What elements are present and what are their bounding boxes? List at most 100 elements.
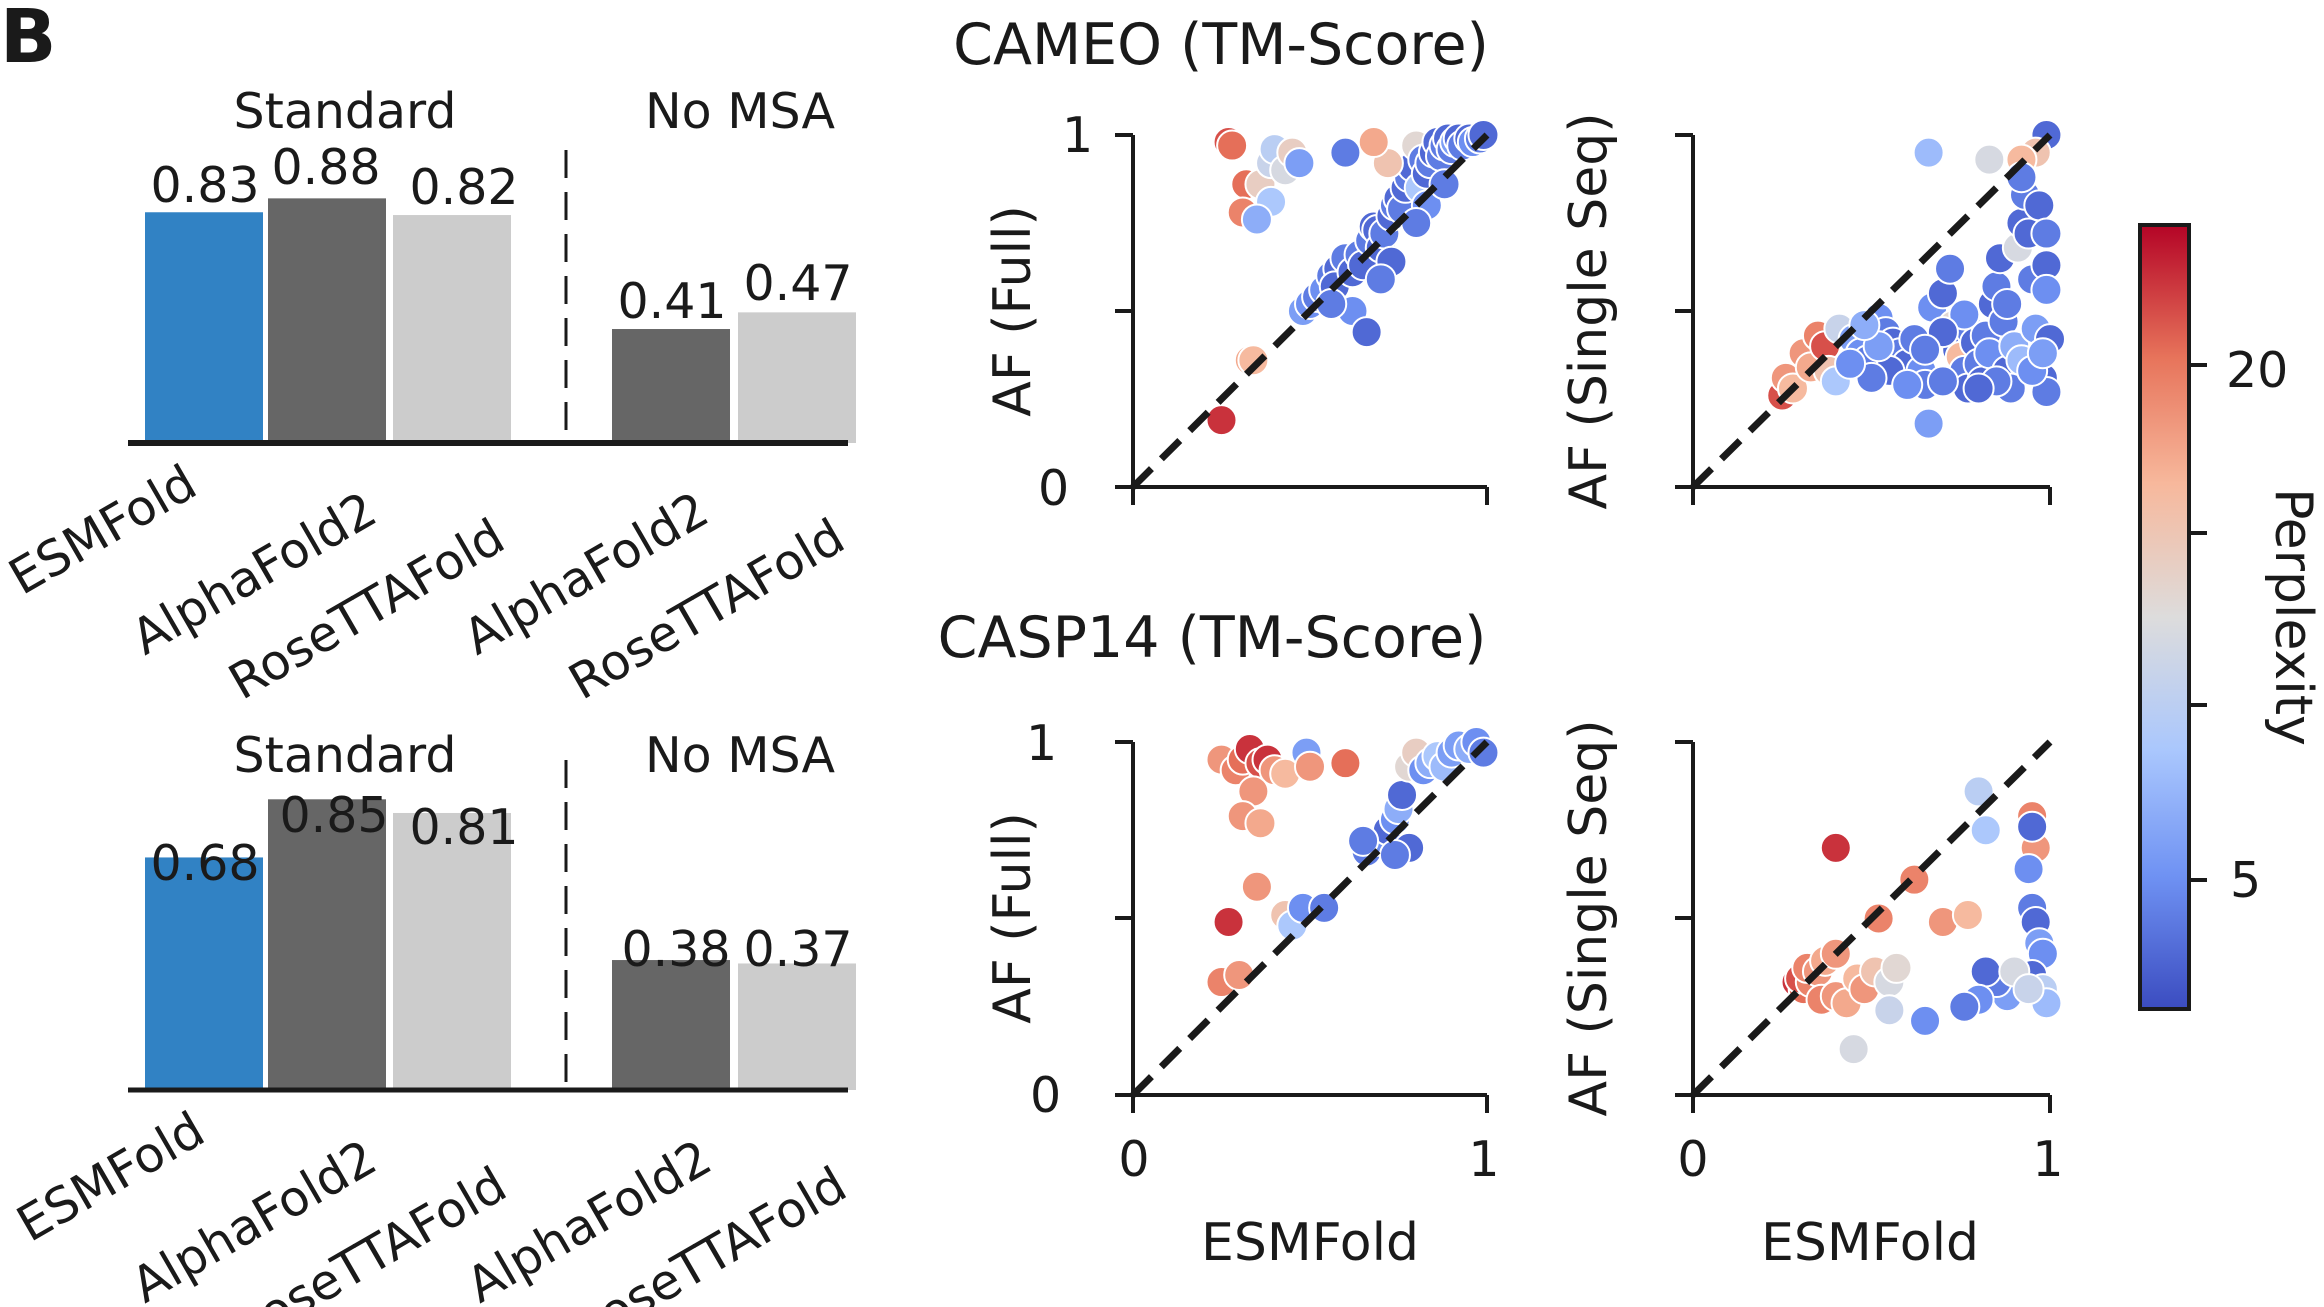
value-label: 0.85 [279, 787, 388, 844]
scatter-point [1880, 951, 1913, 984]
colorbar-tick-label: 20 [2226, 342, 2288, 399]
x-axis-label: ESMFold [1201, 1213, 1419, 1273]
value-label: 0.47 [743, 255, 852, 312]
bar-rosettafold [738, 963, 856, 1090]
scatter-point [1294, 750, 1326, 783]
bar-esmfold [145, 857, 263, 1090]
panel-letter: B [0, 0, 56, 80]
scatter-point [1467, 736, 1500, 769]
value-label: 0.41 [617, 273, 726, 330]
scatter-point [1350, 316, 1383, 349]
scatter-point [1378, 838, 1411, 871]
value-label: 0.83 [150, 157, 259, 214]
bar-alphafold2 [612, 960, 730, 1090]
bar-alphafold2 [612, 329, 730, 443]
scatter-cameo-single: AF (Single Seq) [1559, 113, 2066, 510]
scatter-point [1329, 136, 1362, 169]
scatter-point [2016, 810, 2049, 843]
diagonal-line [1130, 739, 1490, 1098]
bar-rosettafold [393, 215, 511, 443]
scatter-point [1962, 372, 1995, 405]
scatter-point [1364, 263, 1397, 296]
group-label-no-msa: No MSA [645, 727, 835, 784]
scatter-point [2012, 973, 2045, 1006]
scatter-point [2030, 273, 2063, 306]
scatter-point [1428, 168, 1461, 201]
scatter-point [1973, 143, 2006, 176]
scatter-point [1951, 898, 1984, 931]
value-label: 0.68 [150, 835, 259, 892]
scatter-point [1991, 287, 2024, 320]
bar-alphafold2 [268, 799, 386, 1090]
scatter-point [1329, 747, 1362, 780]
scatter-point [1205, 404, 1238, 437]
x-tick-label: 0 [1118, 1131, 1149, 1188]
scatter-point [1948, 990, 1981, 1023]
bar-alphafold2 [268, 198, 386, 443]
diagonal-line [1690, 132, 2053, 490]
scatter-point [1357, 126, 1390, 159]
scatter-point [1909, 333, 1942, 366]
scatter-point [1240, 203, 1273, 236]
value-label: 0.38 [621, 921, 730, 978]
y-axis-label: AF (Full) [983, 205, 1043, 417]
diagonal-line [1690, 739, 2053, 1098]
scatter-point [1283, 147, 1316, 180]
scatter-point [1862, 902, 1895, 935]
title-cameo: CAMEO (TM-Score) [953, 12, 1489, 78]
x-tick-label: 1 [2032, 1131, 2063, 1188]
title-casp14: CASP14 (TM-Score) [938, 605, 1487, 671]
category-label-esmfold: ESMFold [0, 454, 206, 606]
scatter-point [1244, 807, 1277, 840]
colorbar-label: Perplexity [2263, 488, 2323, 746]
scatter-point [1347, 824, 1380, 857]
scatter-point [1969, 814, 2002, 847]
scatter-point [1909, 1004, 1942, 1037]
value-label: 0.37 [743, 921, 852, 978]
bar-esmfold [145, 212, 263, 443]
scatter-point [1837, 1033, 1870, 1066]
group-label-standard: Standard [234, 727, 457, 784]
bar-chart-casp14: Standard No MSA 0.68 0.85 0.81 0.38 0.37… [8, 727, 856, 1307]
scatter-point [1212, 906, 1245, 939]
scatter-point [1848, 309, 1881, 342]
value-label: 0.82 [409, 159, 518, 216]
x-tick-label: 1 [1468, 1131, 1499, 1188]
scatter-point [2026, 337, 2059, 370]
scatter-point [1948, 298, 1981, 331]
scatter-point [1873, 994, 1906, 1027]
scatter-point [1237, 344, 1270, 377]
bar-rosettafold [393, 812, 511, 1090]
group-label-standard: Standard [234, 83, 457, 140]
y-tick-label: 0 [1038, 460, 1069, 517]
scatter-point [1962, 775, 1995, 808]
bar-chart-cameo: Standard No MSA 0.83 0.88 0.82 0.41 0.47… [0, 83, 856, 711]
colorbar-gradient [2138, 223, 2191, 1011]
x-tick-label: 0 [1677, 1131, 1708, 1188]
points-casp14-full [1205, 726, 1500, 999]
bar-rosettafold [738, 312, 856, 443]
y-tick-label: 0 [1030, 1067, 1061, 1124]
y-axis-label: AF (Single Seq) [1559, 720, 1619, 1117]
scatter-casp14-full: 1 0 0 1 ESMFold AF (Full) [983, 715, 1500, 1273]
y-axis-label: AF (Single Seq) [1559, 113, 1619, 510]
y-tick-label: 1 [1026, 715, 1057, 772]
value-label: 0.88 [271, 139, 380, 196]
perplexity-colorbar: 5 20 Perplexity [2138, 223, 2323, 1011]
scatter-point [1819, 831, 1852, 864]
group-label-no-msa: No MSA [645, 83, 835, 140]
scatter-point [1386, 778, 1419, 811]
scatter-point [1926, 365, 1959, 398]
scatter-point [1912, 407, 1945, 440]
bars-cameo [145, 198, 856, 443]
scatter-point [1240, 870, 1273, 903]
scatter-point [1969, 955, 2002, 988]
x-axis-label: ESMFold [1761, 1213, 1979, 1273]
scatter-point [2030, 217, 2063, 250]
scatter-point [1834, 347, 1867, 380]
scatter-point [1216, 129, 1249, 162]
value-label: 0.81 [409, 799, 518, 856]
points-casp14-single [1780, 775, 2063, 1066]
scatter-point [1934, 252, 1967, 285]
